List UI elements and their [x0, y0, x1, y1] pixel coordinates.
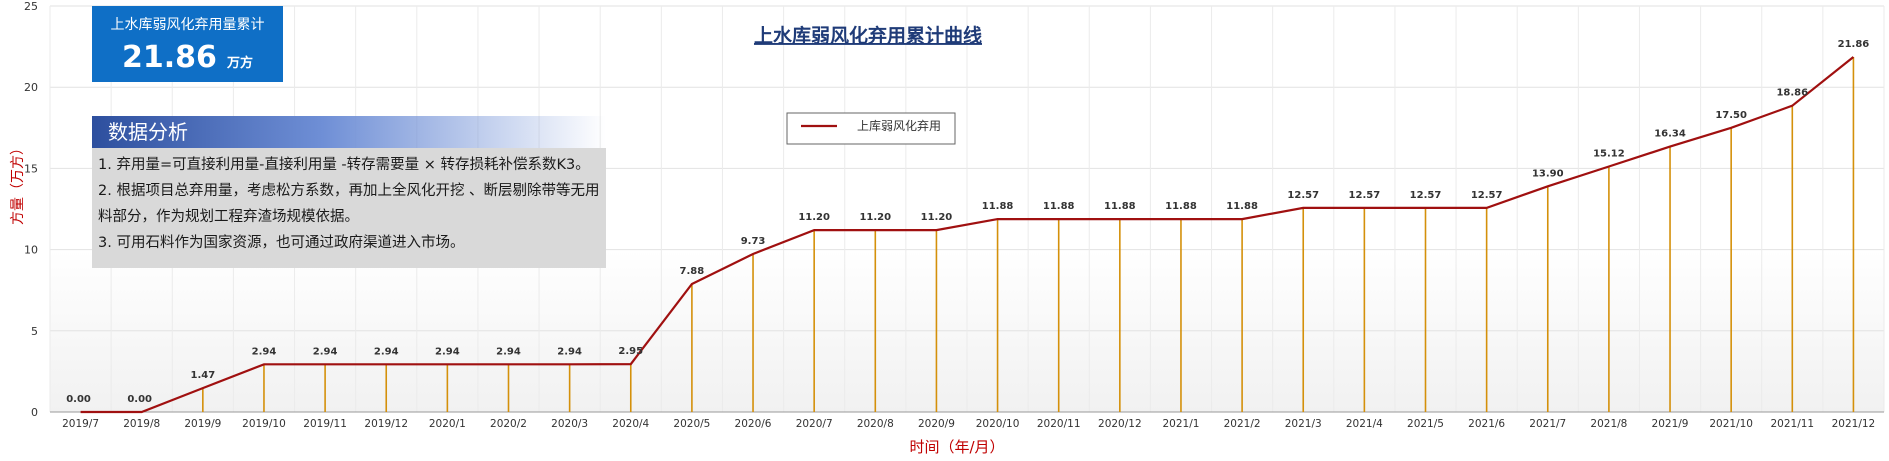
data-label: 11.88 — [1043, 201, 1075, 212]
data-label: 2.94 — [435, 346, 460, 357]
kpi-value-row: 21.86 万方 — [92, 40, 283, 75]
data-label: 15.12 — [1593, 148, 1625, 159]
data-label: 0.00 — [127, 394, 152, 405]
x-tick-label: 2021/4 — [1346, 418, 1383, 430]
data-label: 11.20 — [921, 212, 953, 223]
x-tick-label: 2021/1 — [1162, 418, 1199, 430]
data-label: 12.57 — [1349, 190, 1381, 201]
data-label: 7.88 — [680, 266, 705, 277]
kpi-unit: 万方 — [226, 56, 253, 71]
x-tick-label: 2019/7 — [62, 418, 99, 430]
data-label: 2.94 — [496, 346, 521, 357]
analysis-body: 1. 弃用量=可直接利用量-直接利用量 -转存需要量 × 转存损耗补偿系数K3。… — [92, 148, 606, 268]
analysis-panel: 数据分析 1. 弃用量=可直接利用量-直接利用量 -转存需要量 × 转存损耗补偿… — [92, 116, 606, 268]
x-tick-label: 2020/4 — [612, 418, 649, 430]
data-label: 2.94 — [557, 346, 582, 357]
data-label: 11.20 — [798, 212, 830, 223]
y-tick-label: 5 — [31, 325, 38, 338]
data-label: 2.94 — [313, 346, 338, 357]
y-tick-label: 25 — [24, 0, 38, 13]
data-label: 0.00 — [66, 394, 91, 405]
x-tick-label: 2019/12 — [364, 418, 408, 430]
data-label: 2.94 — [252, 346, 277, 357]
drop-lines — [202, 56, 1855, 412]
data-label: 11.88 — [1104, 201, 1136, 212]
x-tick-label: 2021/9 — [1652, 418, 1689, 430]
kpi-value: 21.86 — [122, 40, 217, 75]
x-tick-label: 2020/5 — [673, 418, 710, 430]
x-tick-label: 2020/1 — [429, 418, 466, 430]
data-label: 2.95 — [618, 346, 643, 357]
x-tick-label: 2021/8 — [1590, 418, 1627, 430]
y-tick-label: 0 — [31, 406, 38, 419]
x-tick-label: 2019/11 — [303, 418, 347, 430]
data-label: 1.47 — [190, 370, 215, 381]
y-axis-ticks: 0 5 10 15 20 25 — [24, 0, 38, 419]
x-tick-label: 2020/3 — [551, 418, 588, 430]
chart-title: 上水库弱风化弃用累计曲线 — [754, 24, 982, 47]
y-tick-label: 10 — [24, 244, 38, 257]
x-tick-label: 2021/7 — [1529, 418, 1566, 430]
x-tick-label: 2019/8 — [123, 418, 160, 430]
analysis-item: 1. 弃用量=可直接利用量-直接利用量 -转存需要量 × 转存损耗补偿系数K3。 — [98, 157, 590, 173]
x-tick-label: 2019/10 — [242, 418, 286, 430]
data-label: 11.88 — [1226, 201, 1258, 212]
data-label: 21.86 — [1838, 39, 1870, 50]
x-tick-label: 2020/10 — [976, 418, 1020, 430]
analysis-title: 数据分析 — [92, 116, 606, 148]
data-label: 16.34 — [1654, 129, 1686, 140]
data-label: 11.88 — [982, 201, 1014, 212]
data-label: 18.86 — [1776, 88, 1808, 99]
y-tick-label: 15 — [24, 162, 38, 175]
x-tick-label: 2020/9 — [918, 418, 955, 430]
x-tick-label: 2021/12 — [1832, 418, 1876, 430]
data-label: 13.90 — [1532, 168, 1564, 179]
y-tick-label: 20 — [24, 81, 38, 94]
kpi-card: 上水库弱风化弃用量累计 21.86 万方 — [92, 6, 283, 82]
x-tick-label: 2020/12 — [1098, 418, 1142, 430]
analysis-item: 2. 根据项目总弃用量，考虑松方系数，再加上全风化开挖 、断层剔除带等无用料部分… — [98, 183, 600, 225]
x-tick-label: 2021/11 — [1770, 418, 1814, 430]
x-axis-ticks: 2019/7 2019/8 2019/9 2019/10 2019/11 2019/12 2… — [62, 418, 1875, 430]
data-label: 17.50 — [1715, 110, 1747, 121]
y-axis-label: 方量（万方） — [10, 141, 26, 225]
legend: 上库弱风化弃用 — [786, 112, 956, 145]
data-label: 12.57 — [1410, 190, 1442, 201]
data-label: 11.20 — [859, 212, 891, 223]
x-tick-label: 2020/11 — [1037, 418, 1081, 430]
x-tick-label: 2019/9 — [184, 418, 221, 430]
kpi-label: 上水库弱风化弃用量累计 — [110, 17, 265, 33]
series-line — [80, 56, 1855, 414]
x-tick-label: 2021/2 — [1224, 418, 1261, 430]
data-labels: 0.00 0.00 1.47 2.94 2.94 2.94 2.94 2.94 2.94 2.95… — [66, 39, 1869, 405]
data-label: 12.57 — [1287, 190, 1319, 201]
analysis-item: 3. 可用石料作为国家资源，也可通过政府渠道进入市场。 — [98, 235, 465, 251]
x-tick-label: 2020/7 — [796, 418, 833, 430]
x-axis-label: 时间（年/月） — [909, 438, 1004, 456]
x-tick-label: 2021/10 — [1709, 418, 1753, 430]
data-label: 9.73 — [741, 236, 766, 247]
legend-box — [786, 112, 956, 145]
x-tick-label: 2020/6 — [735, 418, 772, 430]
data-label: 11.88 — [1165, 201, 1197, 212]
x-tick-label: 2021/6 — [1468, 418, 1505, 430]
x-tick-label: 2021/5 — [1407, 418, 1444, 430]
x-tick-label: 2021/3 — [1285, 418, 1322, 430]
x-tick-label: 2020/2 — [490, 418, 527, 430]
legend-label: 上库弱风化弃用 — [857, 118, 941, 133]
data-label: 12.57 — [1471, 190, 1503, 201]
data-label: 2.94 — [374, 346, 399, 357]
x-tick-label: 2020/8 — [857, 418, 894, 430]
